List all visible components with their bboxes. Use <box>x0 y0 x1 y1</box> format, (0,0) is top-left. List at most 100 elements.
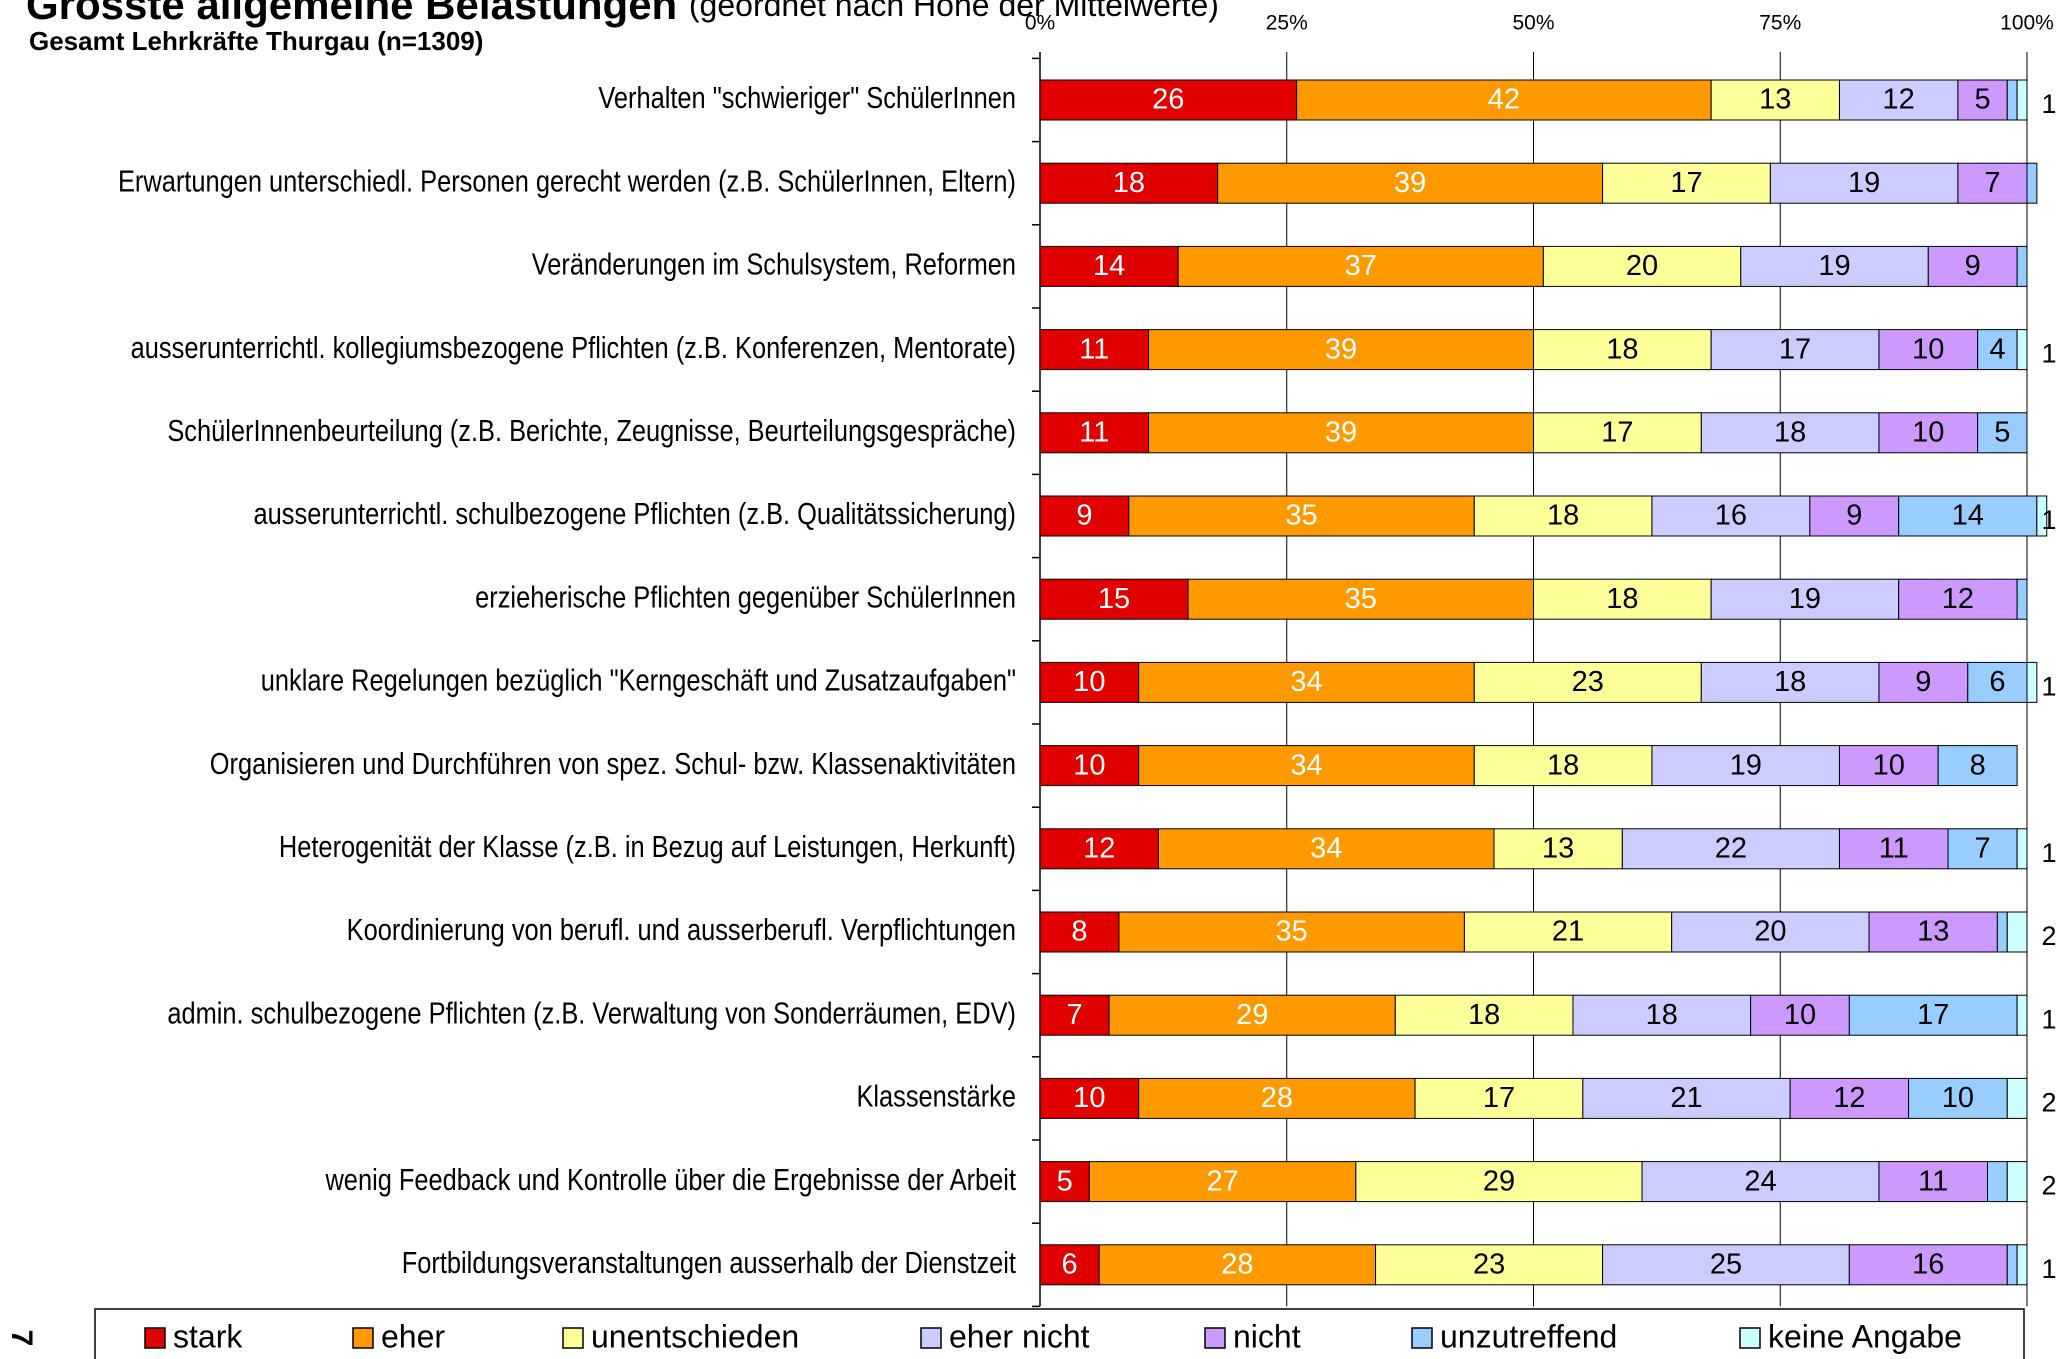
bar-segment <box>1621 828 1840 870</box>
bar-segment <box>1217 162 1604 204</box>
bar-segment <box>1700 412 1880 454</box>
bar-segment <box>2016 329 2028 371</box>
value-label: 2 <box>2041 1088 2056 1118</box>
bar-segment <box>1967 661 2028 703</box>
bar-segment <box>1602 162 1771 204</box>
value-label: 35 <box>1345 583 1377 615</box>
y-tick-label: erzieherische Pflichten gegenüber Schüle… <box>475 580 1016 615</box>
value-label: 20 <box>1626 250 1658 282</box>
bar-segment <box>2036 495 2048 537</box>
bar-segment <box>1533 578 1712 620</box>
bar-segment <box>1987 1161 2008 1203</box>
bar-segment <box>1947 828 2018 870</box>
bar-segment <box>1394 994 1574 1036</box>
x-tick-label: 50% <box>1512 12 1554 35</box>
legend-label: unzutreffend <box>1440 1318 1617 1354</box>
chart-title: Grösste allgemeine Belastungen <box>26 0 677 28</box>
value-label: 6 <box>1062 1248 1078 1280</box>
value-label: 17 <box>1917 999 1949 1031</box>
value-label: 1 <box>2041 505 2056 535</box>
value-label: 2 <box>2041 921 2056 951</box>
value-label: 2 <box>2041 1171 2056 1201</box>
value-label: 9 <box>1846 500 1862 532</box>
y-tick-label: Veränderungen im Schulsystem, Reformen <box>532 247 1016 282</box>
value-label: 39 <box>1325 416 1357 448</box>
value-label: 34 <box>1310 832 1342 864</box>
value-label: 16 <box>1715 500 1747 532</box>
bar-segment <box>1651 745 1840 787</box>
value-label: 28 <box>1261 1082 1293 1114</box>
legend-label: eher <box>381 1318 445 1354</box>
value-label: 5 <box>1057 1165 1073 1197</box>
bar-segment <box>2026 162 2038 204</box>
value-label: 11 <box>1079 333 1109 365</box>
value-label: 1 <box>2041 89 2056 119</box>
bar-segment <box>1908 1077 2008 1119</box>
value-label: 23 <box>1572 666 1604 698</box>
bar-segment <box>1838 828 1949 870</box>
bar-segment <box>1039 578 1189 620</box>
bar-segment <box>1700 661 1880 703</box>
bar-segment <box>2006 911 2028 953</box>
value-label: 18 <box>1646 999 1678 1031</box>
value-label: 22 <box>1715 832 1747 864</box>
value-label: 20 <box>1754 916 1786 948</box>
legend-swatch <box>562 1327 584 1349</box>
value-label: 10 <box>1942 1082 1974 1114</box>
bar-segment <box>1937 745 2018 787</box>
bar-segment <box>1463 911 1673 953</box>
bar-segment <box>1710 578 1900 620</box>
bar-segment <box>1128 495 1475 537</box>
value-label: 23 <box>1473 1248 1505 1280</box>
legend-swatch <box>1411 1327 1433 1349</box>
y-tick-label: Organisieren und Durchführen von spez. S… <box>210 746 1016 781</box>
value-label: 25 <box>1710 1248 1742 1280</box>
y-tick-label: Heterogenität der Klasse (z.B. in Bezug … <box>279 830 1016 865</box>
bar-segment <box>1838 79 1959 121</box>
bar-segment <box>1710 79 1840 121</box>
value-label: 35 <box>1276 916 1308 948</box>
bar-segment <box>1039 412 1150 454</box>
bar-segment <box>1542 245 1742 287</box>
value-label: 37 <box>1345 250 1377 282</box>
bar-segment <box>1039 162 1219 204</box>
y-tick-label: ausserunterrichtl. schulbezogene Pflicht… <box>254 497 1016 532</box>
chart-title-note: (geordnet nach Höhe der Mittelwerte) <box>689 0 1219 23</box>
value-label: 39 <box>1394 167 1426 199</box>
bar-segment <box>2016 1244 2028 1286</box>
value-label: 12 <box>1942 583 1974 615</box>
bar-segment <box>1414 1077 1584 1119</box>
value-label: 10 <box>1873 749 1905 781</box>
bar-segment <box>2006 1161 2028 1203</box>
value-label: 12 <box>1883 84 1915 116</box>
bar-segment <box>1355 1161 1643 1203</box>
bar-segment <box>1868 911 1998 953</box>
bar-segment <box>2006 79 2018 121</box>
value-label: 17 <box>1670 167 1702 199</box>
bar-segment <box>1296 79 1712 121</box>
legend-label: eher nicht <box>949 1318 1090 1354</box>
value-label: 34 <box>1290 749 1322 781</box>
value-label: 21 <box>1552 916 1584 948</box>
value-label: 28 <box>1221 1248 1253 1280</box>
bar-segment <box>1039 1077 1140 1119</box>
y-tick-label: Fortbildungsveranstaltungen ausserhalb d… <box>402 1246 1016 1281</box>
value-label: 21 <box>1670 1082 1702 1114</box>
legend-label: stark <box>173 1318 243 1354</box>
value-label: 10 <box>1073 749 1105 781</box>
y-tick-label: Koordinierung von berufl. und ausserberu… <box>347 913 1016 948</box>
value-label: 34 <box>1290 666 1322 698</box>
bar-segment <box>1039 329 1150 371</box>
x-tick-label: 75% <box>1759 12 1801 35</box>
value-label: 18 <box>1547 749 1579 781</box>
value-label: 18 <box>1547 500 1579 532</box>
bar-segment <box>1177 245 1544 287</box>
bar-segment <box>1671 911 1870 953</box>
bar-segment <box>2016 578 2028 620</box>
value-label: 5 <box>1975 84 1991 116</box>
value-label: 4 <box>1989 333 2005 365</box>
y-tick-label: Verhalten "schwieriger" SchülerInnen <box>598 81 1016 116</box>
value-label: 10 <box>1073 666 1105 698</box>
value-label: 35 <box>1285 500 1317 532</box>
